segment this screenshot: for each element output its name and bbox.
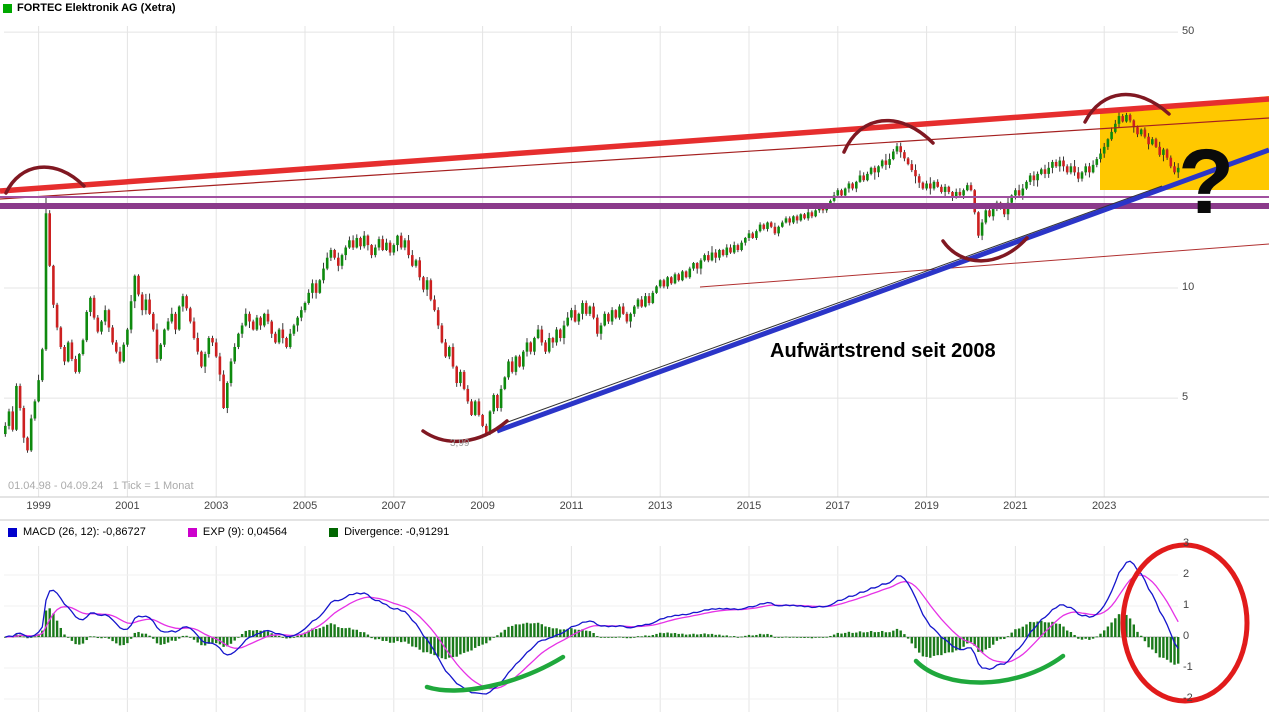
x-axis-year-label: 2001 [115, 500, 140, 512]
legend-swatch-icon [187, 527, 197, 537]
question-mark-annotation: ? [1178, 131, 1235, 233]
x-axis-year-label: 2003 [203, 500, 229, 512]
macd-bottom-arc-2020 [913, 653, 1066, 685]
macd-pane [4, 560, 1180, 695]
date-range-note: 01.04.98 - 04.09.24 1 Tick = 1 Monat [8, 480, 194, 492]
macd-highlight-circle [1120, 542, 1250, 704]
macd-signal-line [5, 574, 1179, 690]
support-trendline-thin [504, 185, 1163, 424]
macd-axis-label: -2 [1183, 692, 1193, 704]
macd-axis-label: -1 [1183, 661, 1193, 673]
macd-axis-label: 2 [1183, 568, 1190, 580]
macd-axis-label: 0 [1183, 630, 1190, 642]
x-axis-year-label: 2019 [914, 500, 939, 512]
legend-item-0: MACD (26, 12): -0,86727 [8, 526, 146, 538]
price-axis-label: 5 [1182, 391, 1189, 404]
chart-title: FORTEC Elektronik AG (Xetra) [17, 2, 176, 14]
legend-item-2: Divergence: -0,91291 [329, 526, 449, 538]
x-axis-year-label: 2005 [292, 500, 318, 512]
top-arc-1999 [4, 165, 86, 195]
resistance-trendline [0, 96, 1269, 194]
x-axis-year-label: 2023 [1091, 500, 1117, 512]
resistance-inner-line [0, 117, 1269, 200]
legend-swatch-icon [8, 527, 17, 537]
instrument-marker-icon [3, 3, 12, 13]
chart-header: FORTEC Elektronik AG (Xetra) [3, 2, 176, 14]
low-price-annotation: 3,99 [450, 438, 470, 449]
x-axis-year-label: 2013 [647, 500, 673, 512]
macd-bottom-arc-2009 [424, 654, 566, 693]
gridlines [0, 26, 1269, 712]
x-axis-year-label: 1999 [26, 500, 51, 512]
top-arc-2023 [1083, 92, 1171, 124]
legend-label: MACD (26, 12): -0,86727 [23, 526, 146, 538]
legend-swatch-icon [329, 527, 339, 537]
price-axis-label: 10 [1182, 281, 1195, 293]
legend-label: EXP (9): 0,04564 [202, 526, 288, 538]
secondary-trendline [699, 243, 1269, 288]
legend-label: Divergence: -0,91291 [344, 526, 450, 538]
x-axis-year-label: 2011 [559, 500, 584, 512]
overlays-above [0, 92, 1269, 704]
x-axis-year-label: 2017 [825, 500, 851, 512]
bottom-arc-2020 [941, 236, 1029, 263]
x-axis-year-label: 2009 [470, 500, 495, 512]
price-axis-label: 50 [1182, 25, 1195, 38]
bottom-arc-2009 [421, 419, 509, 444]
x-axis-year-label: 2007 [381, 500, 407, 512]
trend-annotation: Aufwärtstrend seit 2008 [770, 340, 996, 362]
macd-axis-label: 1 [1183, 599, 1190, 611]
macd-axis-label: 3 [1183, 537, 1190, 549]
macd-histogram [4, 608, 1180, 665]
x-axis-year-label: 2015 [736, 500, 762, 512]
macd-legend: MACD (26, 12): -0,86727 EXP (9): 0,04564 D… [8, 526, 449, 538]
macd-line [5, 560, 1179, 695]
legend-item-1: EXP (9): 0,04564 [187, 526, 288, 538]
candles [4, 111, 1180, 453]
top-arc-2018 [842, 118, 935, 154]
support-trendline-blue [496, 147, 1269, 434]
x-axis-year-label: 2021 [1003, 500, 1028, 512]
